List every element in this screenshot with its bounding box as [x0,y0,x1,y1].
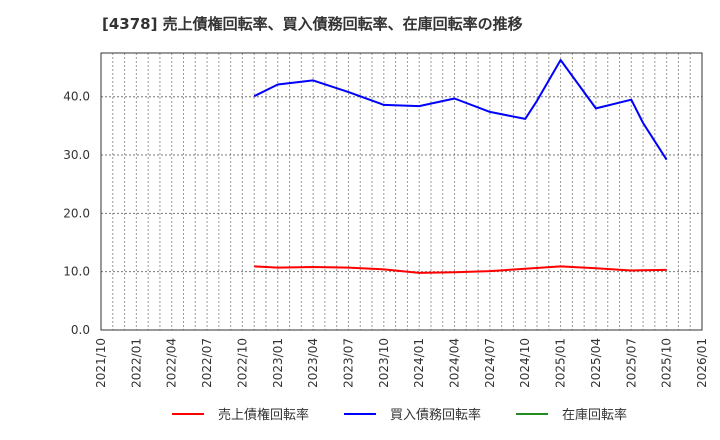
x-tick-label: 2022/01 [129,338,143,388]
x-tick-label: 2023/07 [341,338,355,388]
x-tick-label: 2024/10 [518,338,532,388]
x-tick-label: 2022/07 [200,338,214,388]
x-tick-label: 2024/07 [483,338,497,388]
x-tick-label: 2023/10 [377,338,391,388]
y-tick-label: 10.0 [63,265,90,279]
x-tick-label: 2025/04 [589,338,603,388]
series-line [253,59,668,161]
plot-frame [100,52,703,331]
x-tick-label: 2025/01 [554,338,568,388]
legend-swatch-blue-line-icon [344,412,376,415]
x-axis-tick-labels: 2021/10 2022/01 2022/04 2022/07 2022/10 2023/… [94,338,709,388]
x-tick-label: 2022/04 [165,338,179,388]
x-tick-label: 2021/10 [94,338,108,388]
legend-item-inventory-turnover: 在庫回転率 [516,404,627,423]
x-tick-label: 2024/04 [448,338,462,388]
plot-area [101,53,702,330]
x-tick-label: 2026/01 [695,338,709,388]
x-tick-label: 2022/10 [235,338,249,388]
legend-swatch-green-line-icon [516,412,548,415]
x-tick-label: 2025/10 [660,338,674,388]
x-tick-label: 2025/07 [624,338,638,388]
y-tick-label: 0.0 [71,323,90,337]
x-tick-label: 2023/01 [271,338,285,388]
legend-item-receivables-turnover: 売上債権回転率 [172,404,309,423]
legend-label: 売上債権回転率 [218,408,310,423]
y-axis-tick-labels: 0.0 10.0 20.0 30.0 40.0 [63,90,90,337]
x-tick-label: 2023/04 [306,338,320,388]
series-line [254,265,667,274]
x-tick-label: 2024/01 [412,338,426,388]
legend-swatch-red-line-icon [172,412,204,415]
series-lines [253,59,668,274]
legend: 売上債権回転率 買入債務回転率 在庫回転率 [0,404,720,428]
legend-label: 在庫回転率 [562,408,628,423]
y-tick-label: 40.0 [63,90,90,104]
chart-title: [4378] 売上債権回転率、買入債務回転率、在庫回転率の推移 [102,15,523,33]
legend-item-payables-turnover: 買入債務回転率 [344,404,481,423]
y-tick-label: 20.0 [63,206,90,220]
y-tick-label: 30.0 [63,148,90,162]
legend-label: 買入債務回転率 [390,408,482,423]
